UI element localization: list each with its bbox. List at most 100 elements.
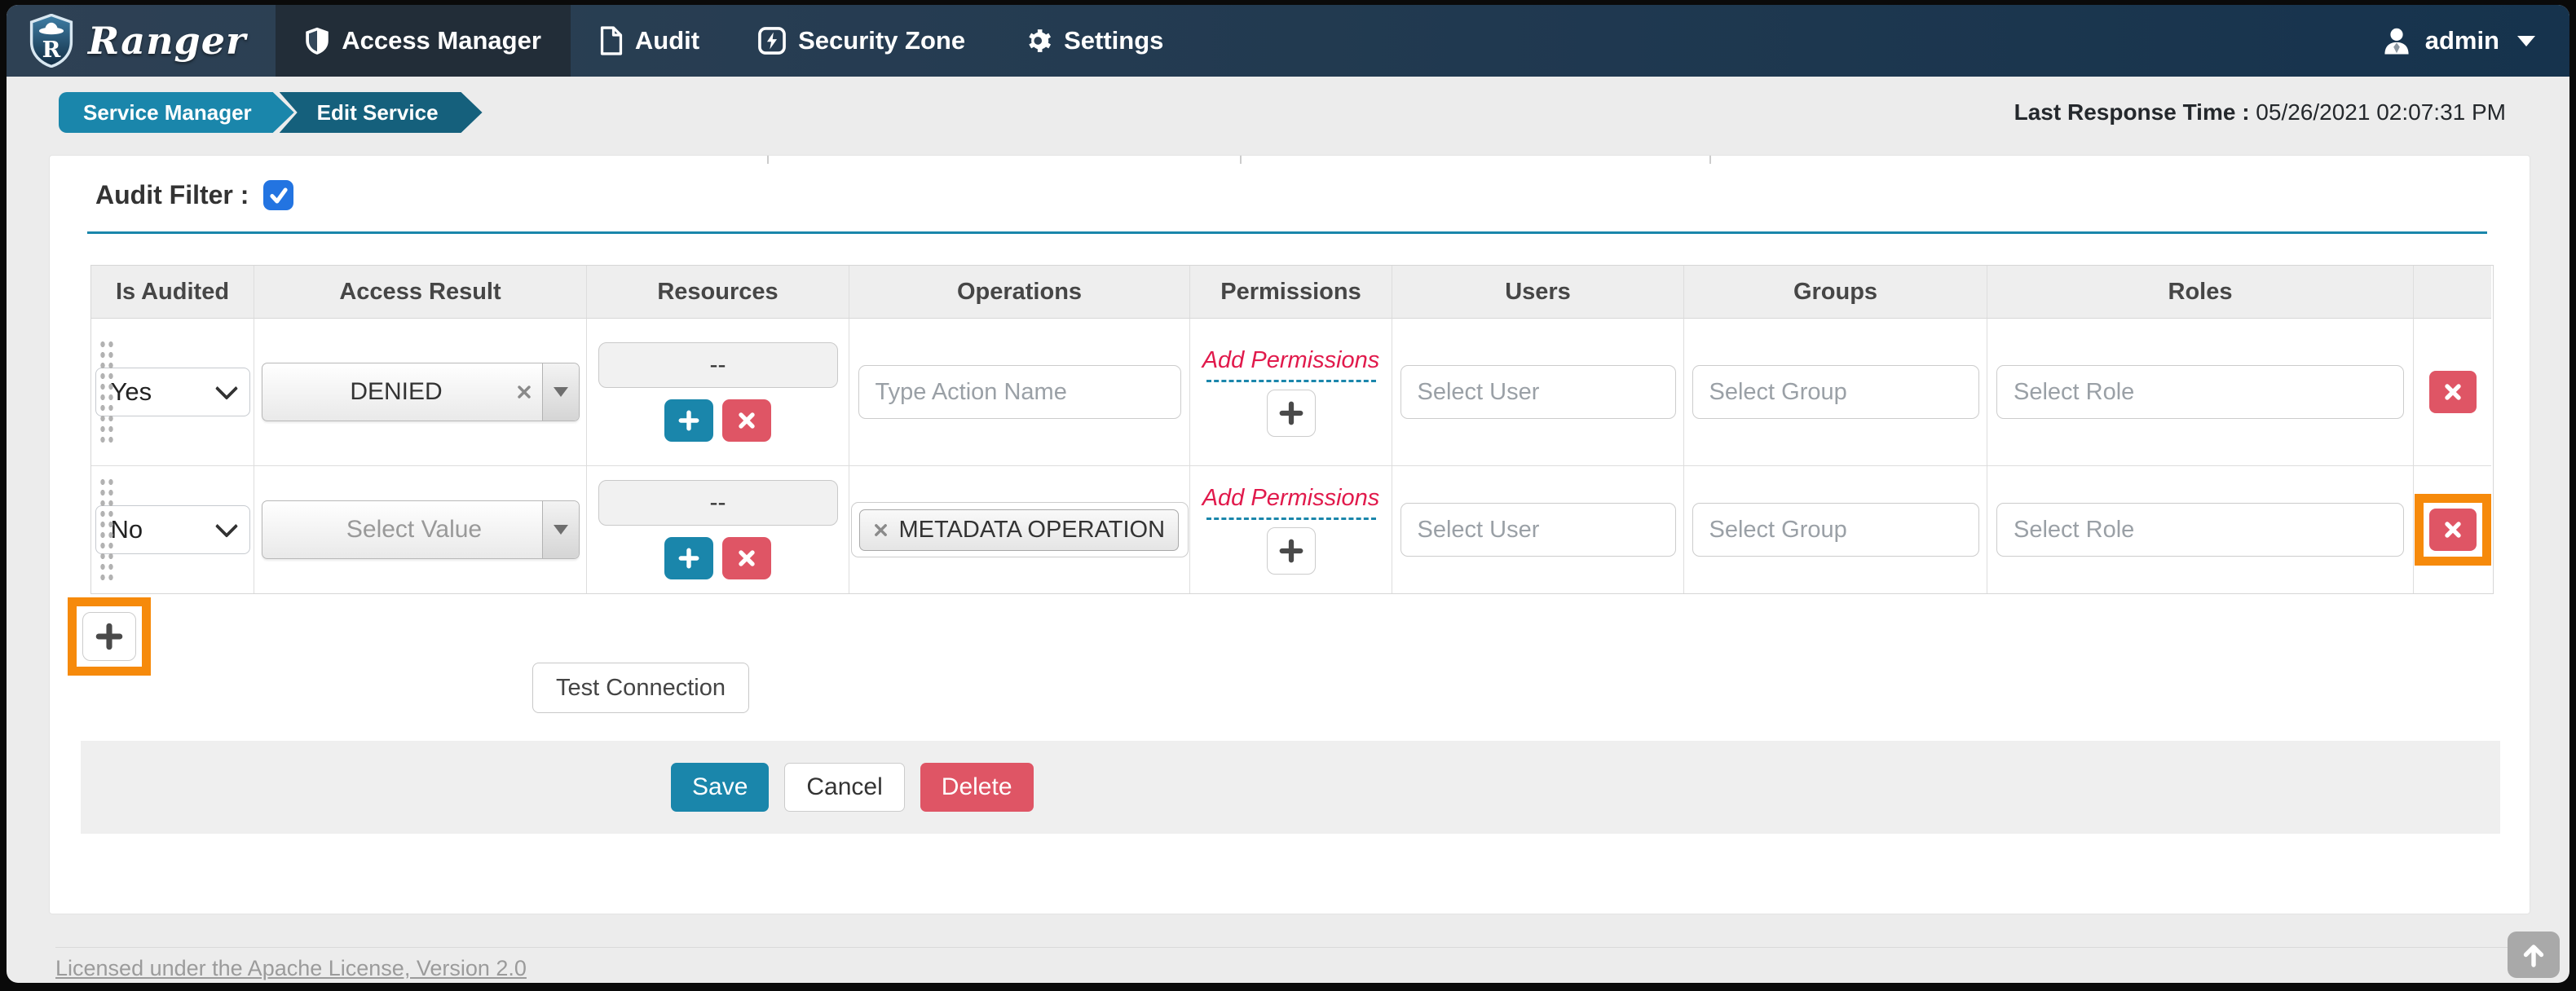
nav-settings[interactable]: Settings — [995, 5, 1193, 77]
remove-resource-button[interactable] — [722, 537, 771, 579]
access-result-value: DENIED — [350, 378, 443, 405]
breadcrumb: Service Manager Edit Service — [59, 92, 483, 133]
edit-service-form-panel: Audit Filter : Is Audited Access Result … — [49, 155, 2530, 914]
highlight-box — [68, 597, 151, 676]
chevron-down-icon — [214, 514, 238, 538]
dropdown-arrow-segment[interactable] — [541, 501, 579, 558]
table-header-row: Is Audited Access Result Resources Opera… — [91, 266, 2493, 319]
roles-select-input[interactable] — [1996, 503, 2404, 557]
plus-icon — [678, 410, 699, 431]
add-permission-button[interactable] — [1266, 527, 1316, 575]
shield-icon — [306, 27, 329, 55]
add-permission-button[interactable] — [1266, 390, 1316, 437]
nav-item-label: Security Zone — [798, 26, 966, 55]
section-divider — [87, 231, 2487, 234]
drag-handle[interactable] — [99, 339, 114, 445]
breadcrumb-edit-service: Edit Service — [280, 92, 483, 133]
access-result-select[interactable]: Select Value — [261, 500, 580, 559]
bolt-square-icon — [758, 27, 786, 55]
add-filter-row-button[interactable] — [82, 612, 136, 661]
cell-operations — [849, 319, 1190, 466]
chevron-down-icon — [214, 377, 238, 400]
plus-icon — [1279, 539, 1303, 563]
col-header-users: Users — [1392, 266, 1684, 319]
dropdown-arrow-segment[interactable] — [541, 363, 579, 421]
delete-button[interactable]: Delete — [920, 763, 1034, 812]
col-header-is-audited: Is Audited — [91, 266, 254, 319]
ranger-brand[interactable]: R Ranger — [7, 5, 276, 77]
check-icon — [270, 187, 288, 204]
column-divider-stub — [1709, 156, 1711, 164]
plus-icon — [678, 548, 699, 569]
delete-row-button[interactable] — [2428, 509, 2477, 551]
test-connection-button[interactable]: Test Connection — [532, 663, 749, 713]
save-button[interactable]: Save — [671, 763, 770, 812]
remove-resource-button[interactable] — [722, 399, 771, 442]
dashed-underline — [1206, 380, 1376, 382]
user-menu[interactable]: admin — [2381, 5, 2569, 77]
license-link[interactable]: Licensed under the Apache License, Versi… — [55, 956, 527, 980]
top-navbar: R Ranger Access Manager Audit — [7, 5, 2569, 77]
access-result-select[interactable]: DENIED — [261, 363, 580, 421]
nav-audit[interactable]: Audit — [571, 5, 729, 77]
delete-row-button[interactable] — [2428, 371, 2477, 413]
operations-input[interactable] — [858, 365, 1181, 419]
dashed-underline — [1206, 518, 1376, 520]
cell-is-audited: Yes — [91, 319, 254, 466]
breadcrumb-bar: Service Manager Edit Service Last Respon… — [7, 77, 2569, 148]
cell-roles — [1987, 466, 2414, 593]
x-icon — [2444, 384, 2461, 400]
triangle-down-icon — [553, 387, 568, 397]
nav-item-label: Audit — [634, 26, 700, 55]
remove-chip-icon[interactable] — [873, 522, 889, 538]
cell-permissions: Add Permissions — [1190, 466, 1392, 593]
resources-value-box[interactable]: -- — [598, 480, 838, 526]
groups-select-input[interactable] — [1692, 503, 1979, 557]
operations-input[interactable]: METADATA OPERATION — [850, 502, 1189, 557]
resource-buttons — [664, 537, 771, 579]
svg-text:R: R — [42, 37, 61, 63]
add-permissions-link[interactable]: Add Permissions — [1202, 485, 1380, 511]
operation-chip-label: METADATA OPERATION — [898, 516, 1166, 543]
col-header-operations: Operations — [849, 266, 1190, 319]
clear-selection-icon[interactable] — [516, 384, 532, 400]
cell-users — [1392, 319, 1684, 466]
is-audited-value: Yes — [110, 377, 152, 406]
page-footer: Licensed under the Apache License, Versi… — [55, 947, 2521, 981]
resource-buttons — [664, 399, 771, 442]
drag-handle[interactable] — [99, 477, 114, 583]
test-connection-row: Test Connection — [532, 663, 2530, 713]
cell-users — [1392, 466, 1684, 593]
cell-resources: -- — [587, 319, 849, 466]
add-resource-button[interactable] — [664, 537, 713, 579]
last-response-label: Last Response Time : — [2014, 99, 2250, 125]
triangle-down-icon — [553, 525, 568, 535]
add-permissions-link[interactable]: Add Permissions — [1202, 347, 1380, 373]
scroll-to-top-button[interactable] — [2508, 932, 2560, 978]
col-header-actions — [2414, 266, 2491, 319]
x-icon — [739, 550, 755, 566]
cell-groups — [1684, 466, 1987, 593]
x-icon — [739, 412, 755, 429]
col-header-groups: Groups — [1684, 266, 1987, 319]
nav-access-manager[interactable]: Access Manager — [276, 5, 571, 77]
form-actions-bar: Save Cancel Delete — [81, 741, 2500, 834]
users-select-input[interactable] — [1400, 503, 1676, 557]
users-select-input[interactable] — [1400, 365, 1676, 419]
audit-filter-checkbox[interactable] — [263, 180, 294, 210]
cell-resources: -- — [587, 466, 849, 593]
groups-select-input[interactable] — [1692, 365, 1979, 419]
cell-access-result: DENIED — [254, 319, 587, 466]
cancel-button[interactable]: Cancel — [784, 763, 905, 812]
x-icon — [2444, 522, 2461, 538]
nav-item-label: Access Manager — [342, 26, 541, 55]
add-resource-button[interactable] — [664, 399, 713, 442]
nav-security-zone[interactable]: Security Zone — [729, 5, 995, 77]
breadcrumb-service-manager[interactable]: Service Manager — [59, 92, 294, 133]
is-audited-select[interactable]: Yes — [95, 368, 250, 416]
is-audited-select[interactable]: No — [95, 505, 250, 554]
roles-select-input[interactable] — [1996, 365, 2404, 419]
table-row: Yes DENIED -- — [91, 319, 2493, 466]
resources-value-box[interactable]: -- — [598, 342, 838, 388]
brand-name: Ranger — [88, 19, 247, 63]
